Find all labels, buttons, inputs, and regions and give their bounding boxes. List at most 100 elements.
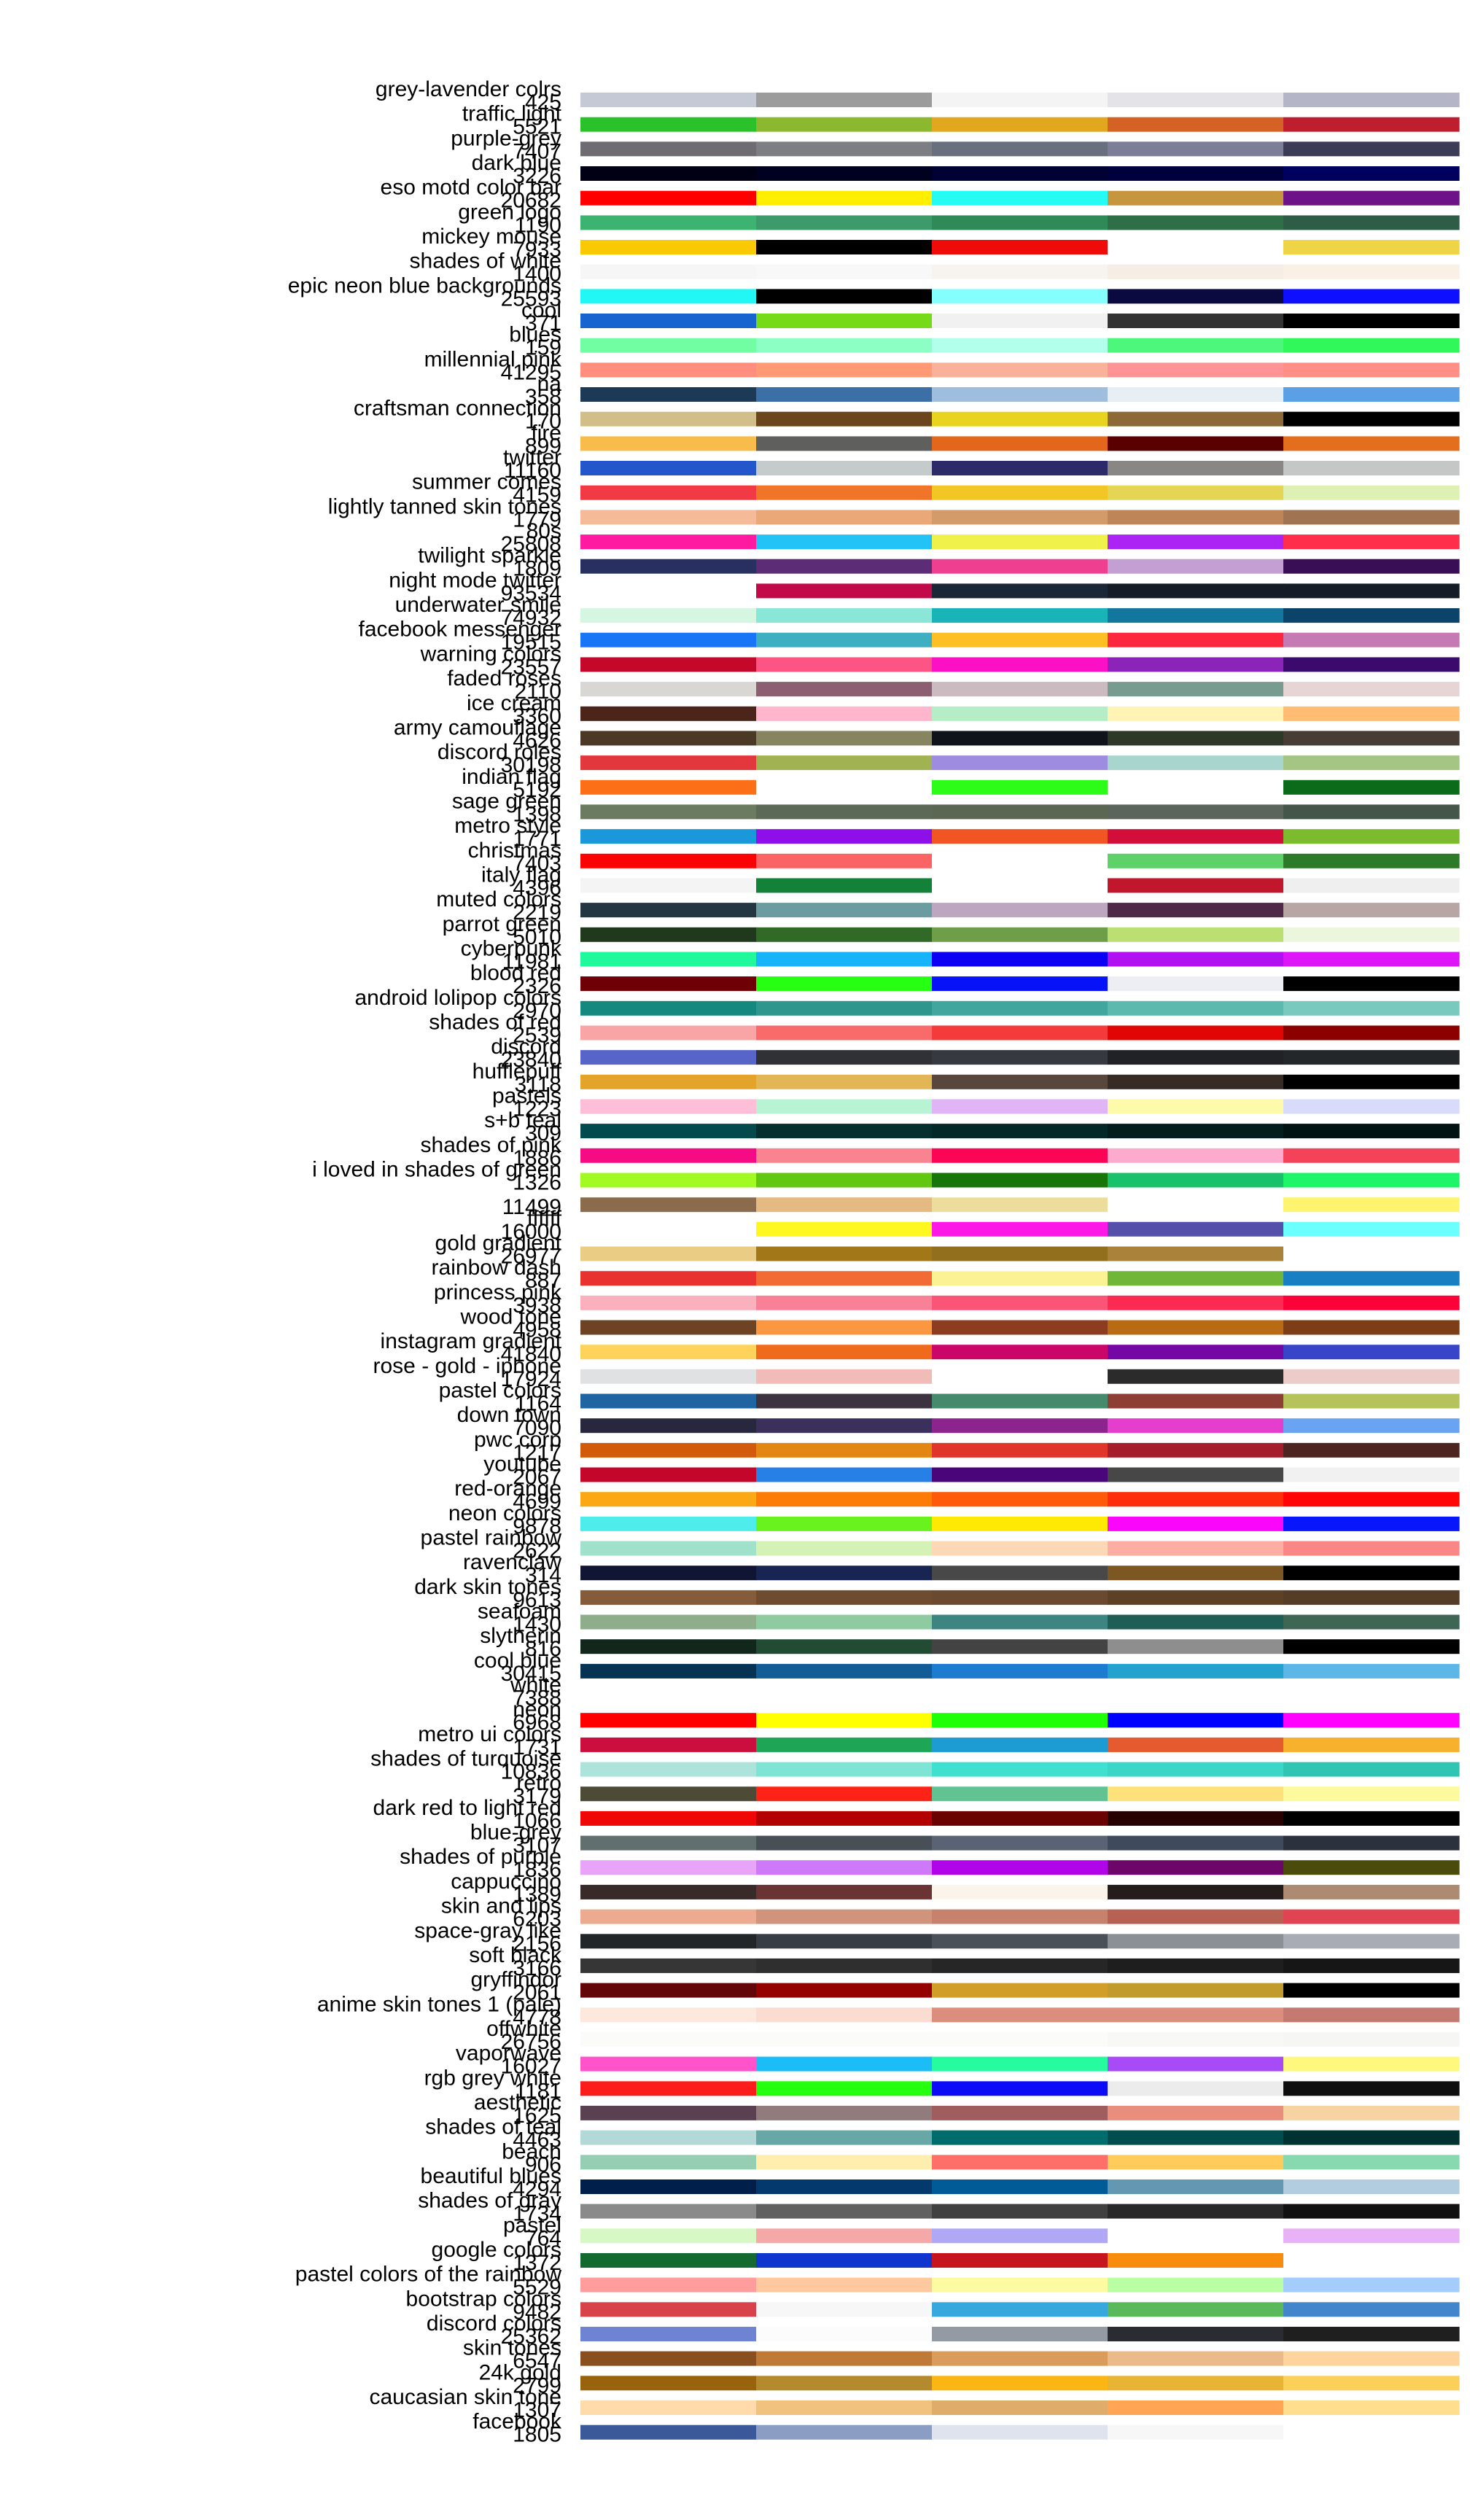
color-swatch [1108, 2228, 1284, 2244]
color-swatch [580, 1148, 757, 1163]
color-swatch [580, 1983, 757, 1998]
color-swatch [756, 755, 933, 771]
color-swatch [1108, 1811, 1284, 1826]
color-swatch [1108, 1197, 1284, 1213]
color-swatch [580, 1541, 757, 1556]
palette-count-label: 1307 [513, 2398, 561, 2422]
color-swatch [932, 1221, 1108, 1237]
palette-name-label: red-orange [454, 1477, 561, 1501]
palette-count-label: 3166 [513, 1956, 561, 1980]
color-swatch [756, 1271, 933, 1286]
color-swatch [932, 2277, 1108, 2292]
palette-name-label: cyberpunk [461, 937, 562, 961]
palette-count-label: 3226 [513, 164, 561, 188]
palette-row: anime skin tones 1 (pale)4778 [317, 1992, 1460, 2029]
color-swatch [1283, 1762, 1460, 1777]
palette-name-label: pastel [503, 2213, 561, 2237]
color-swatch [580, 1025, 757, 1041]
palette-count-label: 5521 [513, 115, 561, 139]
color-swatch [932, 927, 1108, 942]
color-swatch [1108, 608, 1284, 623]
palette-count-label: 2799 [513, 2373, 561, 2398]
color-swatch [580, 829, 757, 844]
color-swatch [932, 682, 1108, 697]
color-swatch [1108, 755, 1284, 771]
color-swatch [1108, 1295, 1284, 1310]
color-swatch [580, 2376, 757, 2391]
color-swatch [580, 706, 757, 721]
color-swatch [1108, 1418, 1284, 1434]
color-swatch [756, 1393, 933, 1409]
color-swatch [932, 559, 1108, 574]
palette-count-label: 309 [525, 1121, 561, 1146]
color-swatch [756, 2327, 933, 2341]
palette-count-label: 19515 [501, 631, 561, 655]
palette-name-label: 24k gold [479, 2360, 561, 2384]
color-swatch [932, 1590, 1108, 1605]
palette-name-label: dark skin tones [414, 1575, 561, 1599]
palette-name-label: cool [521, 298, 561, 322]
palette-count-label: 23840 [501, 1048, 561, 1072]
color-swatch [1108, 1320, 1284, 1335]
color-swatch [756, 264, 933, 279]
color-swatch [580, 387, 757, 402]
palette-name-label: shades of teal [425, 2115, 561, 2139]
color-swatch [580, 510, 757, 525]
palette-name-label: skin and lips [441, 1894, 561, 1918]
color-swatch [1283, 2400, 1460, 2415]
color-swatch [580, 1295, 757, 1310]
color-swatch [580, 1884, 757, 1899]
color-swatch [1108, 1590, 1284, 1605]
color-swatch [580, 583, 757, 599]
color-swatch [1108, 534, 1284, 550]
color-swatch [932, 1271, 1108, 1286]
color-swatch [756, 1590, 933, 1605]
palette-name-label: purple-grey [451, 126, 561, 150]
color-swatch [1283, 1295, 1460, 1310]
color-swatch [1108, 2376, 1284, 2391]
color-swatch [580, 608, 757, 623]
palette-name-label: google colors [432, 2238, 561, 2262]
palette-name-label: white [510, 1673, 561, 1698]
color-swatch [580, 1713, 757, 1728]
color-swatch [1108, 731, 1284, 746]
palette-count-label: 1217 [513, 1441, 561, 1465]
palette-count-label: 6547 [513, 2349, 561, 2373]
palette-name-label: youtube [483, 1452, 561, 1477]
color-swatch [1108, 264, 1284, 279]
palette-name-label: bootstrap colors [406, 2287, 561, 2311]
color-swatch [1108, 1074, 1284, 1089]
color-swatch [580, 1811, 757, 1826]
palette-name-label: pwc corp [474, 1428, 561, 1452]
color-swatch [932, 1295, 1108, 1310]
color-swatch [1108, 2007, 1284, 2023]
color-swatch [756, 1860, 933, 1875]
color-swatch [756, 1369, 933, 1384]
palette-name-label: s+b teal [484, 1108, 561, 1132]
color-swatch [1108, 2105, 1284, 2120]
color-swatch [580, 1050, 757, 1065]
palette-count-label: 1731 [513, 1735, 561, 1759]
palette-count-label: 5010 [513, 925, 561, 949]
color-swatch [1108, 338, 1284, 353]
color-swatch [756, 2081, 933, 2096]
color-swatch [1283, 1442, 1460, 1458]
color-swatch [1108, 829, 1284, 844]
palette-count-label: 5192 [513, 778, 561, 802]
palette-count-label: 2156 [513, 1932, 561, 1956]
color-swatch [756, 2204, 933, 2219]
color-swatch [756, 1786, 933, 1802]
color-swatch [1108, 2204, 1284, 2219]
palette-name-label: grey-lavender colrs [376, 77, 561, 101]
color-swatch [580, 903, 757, 918]
color-swatch [1283, 2179, 1460, 2194]
